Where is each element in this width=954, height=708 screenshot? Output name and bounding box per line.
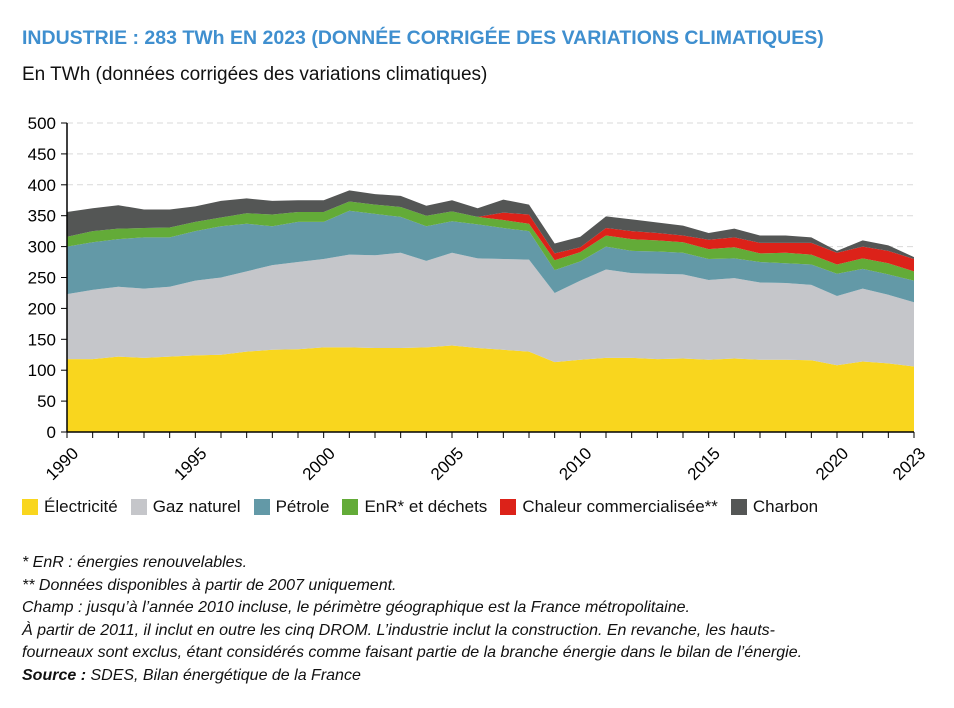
source-label: Source : xyxy=(22,666,87,684)
y-tick-label: 200 xyxy=(28,299,56,318)
note-enr: * EnR : énergies renouvelables. xyxy=(22,554,248,571)
source-text: SDES, Bilan énergétique de la France xyxy=(86,666,361,684)
legend-item: Gaz naturel xyxy=(130,497,241,517)
legend: Électricité Gaz naturel Pétrole EnR* et déc… xyxy=(22,497,831,517)
area-chaleur-commercialisée- xyxy=(67,201,914,272)
x-tick-label: 2000 xyxy=(299,444,339,484)
legend-swatch xyxy=(22,499,38,515)
x-tick-label: 2023 xyxy=(889,444,929,484)
legend-item: EnR* et déchets xyxy=(342,497,487,517)
y-tick-label: 450 xyxy=(28,145,56,164)
chart-title: INDUSTRIE : 283 TWh EN 2023 (DONNÉE CORR… xyxy=(22,27,824,49)
x-tick-label: 2005 xyxy=(427,444,467,484)
x-tick-label: 2010 xyxy=(555,444,595,484)
note-fourneaux: fourneaux sont exclus, étant considérés … xyxy=(22,644,803,661)
area-pétrole xyxy=(67,210,914,303)
legend-label: EnR* et déchets xyxy=(364,497,488,516)
area-enr-et-déchets xyxy=(67,201,914,281)
legend-swatch xyxy=(342,499,359,515)
y-tick-label: 250 xyxy=(28,269,56,288)
legend-item: Électricité xyxy=(22,497,118,517)
legend-swatch xyxy=(130,499,147,515)
y-tick-label: 500 xyxy=(28,114,56,133)
y-tick-label: 400 xyxy=(28,176,56,195)
legend-label: Gaz naturel xyxy=(152,497,241,516)
legend-item: Pétrole xyxy=(253,497,330,517)
note-chaleur: ** Données disponibles à partir de 2007 … xyxy=(22,576,397,594)
area-électricité xyxy=(67,345,914,432)
footnotes: * EnR : énergies renouvelables. ** Donné… xyxy=(22,552,802,687)
note-champ: Champ : jusqu’à l’année 2010 incluse, le… xyxy=(22,599,690,616)
legend-item: Chaleur commercialisée** xyxy=(500,497,718,517)
y-tick-label: 300 xyxy=(28,238,56,257)
x-tick-label: 1990 xyxy=(42,444,82,484)
stacked-area-chart: 0 50 100 150 200 250 300 350 400 450 500 1990 1995 20… xyxy=(28,114,930,484)
legend-swatch xyxy=(500,499,517,515)
y-tick-label: 50 xyxy=(37,392,56,411)
legend-label: Électricité xyxy=(44,497,118,516)
x-tick-label: 1995 xyxy=(170,444,210,484)
x-tick-label: 2015 xyxy=(684,444,724,484)
legend-swatch xyxy=(730,499,747,515)
note-source: Source : SDES, Bilan énergétique de la F… xyxy=(22,665,802,688)
legend-item: Charbon xyxy=(730,497,819,517)
legend-swatch xyxy=(253,499,270,515)
y-tick-label: 150 xyxy=(28,330,56,349)
legend-label: Chaleur commercialisée** xyxy=(522,497,718,516)
y-tick-label: 100 xyxy=(28,361,56,380)
y-tick-label: 0 xyxy=(47,423,56,442)
legend-label: Pétrole xyxy=(275,497,330,516)
x-tick-label: 2020 xyxy=(812,444,852,484)
chart-subtitle: En TWh (données corrigées des variations… xyxy=(22,64,488,85)
note-drom: À partir de 2011, il inclut en outre les… xyxy=(22,621,775,639)
y-tick-label: 350 xyxy=(28,207,56,226)
area-gaz-naturel xyxy=(67,252,914,367)
area-charbon xyxy=(67,190,914,259)
legend-label: Charbon xyxy=(752,497,819,516)
